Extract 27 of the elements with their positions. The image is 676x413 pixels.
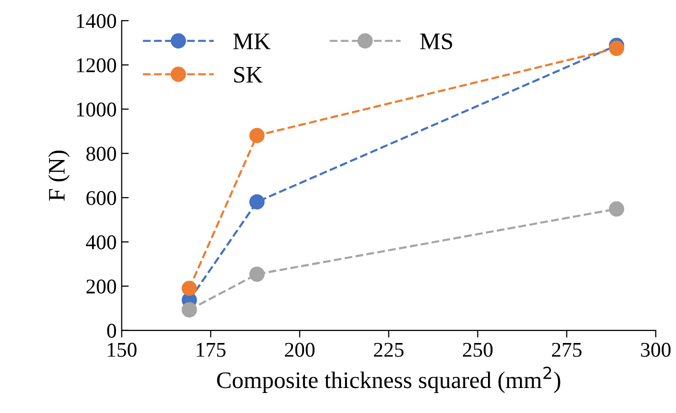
x-tick-label: 275 [552,342,582,357]
y-tick-label: 1000 [76,102,116,117]
legend-label: SK [234,66,263,83]
point [249,194,265,210]
y-tick-label: 600 [86,191,116,206]
point [608,201,624,217]
point [182,280,197,296]
point [608,40,624,56]
x-tick-label: 175 [196,342,226,357]
x-tick-label: 300 [641,342,671,357]
y-tick-label: 1400 [76,14,116,28]
y-tick-label: 400 [86,235,116,250]
x-tick-label: 225 [374,342,404,357]
legend-label: MS [420,34,452,50]
point [182,302,197,318]
x-axis-title: Composite thickness squared (mm$^{2}$) [217,366,560,393]
y-tick-label: 800 [86,146,116,161]
x-tick-label: 250 [462,342,493,357]
y-tick-label: 1200 [76,58,116,72]
legend-label: MK [233,34,270,50]
point [249,266,265,282]
y-axis-title: F (N) [48,150,70,201]
x-tick-label: 200 [284,342,315,357]
x-tick-label: 150 [108,342,137,357]
point [249,128,265,144]
y-tick-label: 200 [86,280,116,294]
y-tick-label: 0 [107,324,116,338]
